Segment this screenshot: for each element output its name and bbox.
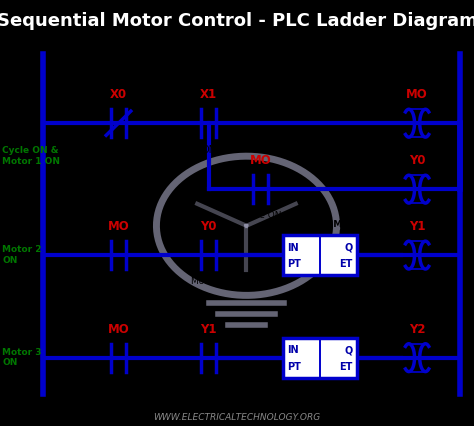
Text: ET: ET — [339, 362, 353, 372]
Text: ...: ... — [361, 362, 372, 372]
Text: Motor 1: Motor 1 — [400, 211, 435, 220]
Text: Motor 3
ON: Motor 3 ON — [2, 348, 42, 367]
Text: Sequential Motor Control - PLC Ladder Diagram: Sequential Motor Control - PLC Ladder Di… — [0, 12, 474, 30]
Bar — [283, 337, 357, 378]
Text: ON: ON — [201, 145, 216, 155]
Text: Motor 1: Motor 1 — [191, 277, 226, 286]
Text: Y0: Y0 — [409, 154, 425, 167]
Text: Cycle ON &
Motor 1 ON: Cycle ON & Motor 1 ON — [2, 147, 60, 166]
Text: TON - TIME: TON - TIME — [292, 323, 348, 332]
Text: Y1: Y1 — [409, 220, 425, 233]
Text: Motor 2: Motor 2 — [191, 380, 226, 389]
Text: Cycle ON: Cycle ON — [396, 145, 438, 154]
Text: X1: X1 — [200, 88, 217, 101]
Text: X0: X0 — [110, 88, 127, 101]
Text: PT: PT — [287, 362, 301, 372]
Text: T2: T2 — [313, 384, 327, 394]
Text: Cycle ON: Cycle ON — [240, 211, 282, 220]
Text: TON - TIME: TON - TIME — [292, 220, 348, 230]
Text: Motor 2: Motor 2 — [400, 277, 435, 286]
Text: IN: IN — [287, 345, 299, 355]
Text: MO: MO — [406, 88, 428, 101]
Text: Cycle ON: Cycle ON — [98, 380, 139, 389]
Text: T# 5s: T# 5s — [252, 363, 279, 371]
Text: Motor 3: Motor 3 — [400, 380, 435, 389]
Text: ET: ET — [339, 259, 353, 269]
Text: Q: Q — [345, 345, 353, 355]
Text: Y1: Y1 — [201, 322, 217, 336]
Text: T# 5s: T# 5s — [252, 260, 279, 269]
Text: IN: IN — [287, 243, 299, 253]
Text: PT: PT — [287, 259, 301, 269]
Text: WWW.ELECTRICALTECHNOLOGY.ORG: WWW.ELECTRICALTECHNOLOGY.ORG — [154, 413, 320, 422]
Text: MO: MO — [108, 220, 129, 233]
Text: Cycle ON: Cycle ON — [98, 277, 139, 286]
Text: ...: ... — [361, 259, 372, 269]
Text: Motor 2
ON: Motor 2 ON — [2, 245, 42, 265]
Bar — [283, 235, 357, 275]
Text: T1: T1 — [313, 282, 327, 292]
Text: MO: MO — [250, 154, 272, 167]
Text: OFF: OFF — [109, 145, 128, 155]
Text: Q: Q — [345, 243, 353, 253]
Text: Y2: Y2 — [409, 322, 425, 336]
Text: Y0: Y0 — [201, 220, 217, 233]
Text: MO: MO — [108, 322, 129, 336]
